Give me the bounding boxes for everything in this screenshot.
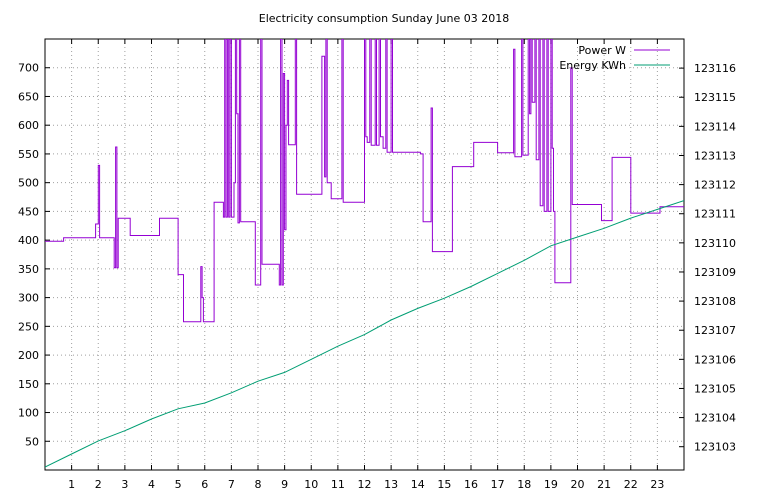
x-tick-label: 5 [175, 478, 182, 491]
x-tick-label: 9 [281, 478, 288, 491]
x-tick-label: 13 [384, 478, 398, 491]
x-tick-label: 23 [650, 478, 664, 491]
series-layer [45, 39, 684, 468]
x-tick-label: 8 [255, 478, 262, 491]
y-right-tick-label: 123114 [694, 120, 736, 133]
y-left-tick-label: 350 [18, 263, 39, 276]
y-right-tick-label: 123116 [694, 62, 736, 75]
y-left-tick-label: 200 [18, 349, 39, 362]
x-tick-label: 22 [624, 478, 638, 491]
x-tick-label: 16 [464, 478, 478, 491]
x-tick-label: 3 [121, 478, 128, 491]
x-tick-label: 10 [304, 478, 318, 491]
x-tick-label: 18 [517, 478, 531, 491]
x-tick-label: 12 [358, 478, 372, 491]
x-tick-label: 14 [411, 478, 425, 491]
y-left-tick-label: 650 [18, 90, 39, 103]
series-line-1 [45, 200, 684, 468]
x-tick-label: 15 [437, 478, 451, 491]
y-right-tick-label: 123111 [694, 208, 736, 221]
legend: Power W Energy KWh [559, 44, 670, 72]
y-left-tick-label: 50 [25, 435, 39, 448]
y-right-tick-label: 123109 [694, 266, 736, 279]
y-right-tick-label: 123103 [694, 441, 736, 454]
series-line-0 [45, 39, 684, 323]
x-tick-label: 4 [148, 478, 155, 491]
y-left-tick-label: 550 [18, 148, 39, 161]
y-left-tick-label: 450 [18, 205, 39, 218]
chart-title: Electricity consumption Sunday June 03 2… [259, 12, 509, 25]
x-tick-label: 20 [571, 478, 585, 491]
y-right-tick-label: 123107 [694, 324, 736, 337]
y-left-tick-label: 500 [18, 177, 39, 190]
x-tick-label: 19 [544, 478, 558, 491]
x-tick-label: 2 [95, 478, 102, 491]
legend-label: Energy KWh [559, 59, 626, 72]
y-left-tick-label: 700 [18, 62, 39, 75]
y-left-tick-label: 400 [18, 234, 39, 247]
y-axis-right: 123103 123104 123105 123106 123107 123108 1231… [679, 62, 736, 454]
x-tick-label: 21 [597, 478, 611, 491]
x-tick-label: 7 [228, 478, 235, 491]
y-right-tick-label: 123113 [694, 149, 736, 162]
y-left-tick-label: 600 [18, 119, 39, 132]
y-left-tick-label: 250 [18, 320, 39, 333]
legend-label: Power W [578, 44, 626, 57]
y-right-tick-label: 123115 [694, 91, 736, 104]
x-tick-label: 1 [68, 478, 75, 491]
y-right-tick-label: 123112 [694, 179, 736, 192]
y-left-tick-label: 100 [18, 407, 39, 420]
y-left-tick-label: 150 [18, 378, 39, 391]
y-right-tick-label: 123110 [694, 237, 736, 250]
y-left-tick-label: 300 [18, 292, 39, 305]
x-tick-label: 17 [491, 478, 505, 491]
x-axis: 1 2 3 4 5 6 7 8 9 10 11 12 13 14 15 16 17 18 19 20 21 22 23 [68, 39, 664, 491]
y-right-tick-label: 123106 [694, 353, 736, 366]
grid-lines [45, 39, 684, 470]
y-right-tick-label: 123108 [694, 295, 736, 308]
y-right-tick-label: 123104 [694, 412, 736, 425]
x-tick-label: 6 [201, 478, 208, 491]
y-right-tick-label: 123105 [694, 382, 736, 395]
x-tick-label: 11 [331, 478, 345, 491]
y-axis-left: 50 100 150 200 250 300 350 400 450 500 550 600 650 70… [18, 62, 50, 448]
